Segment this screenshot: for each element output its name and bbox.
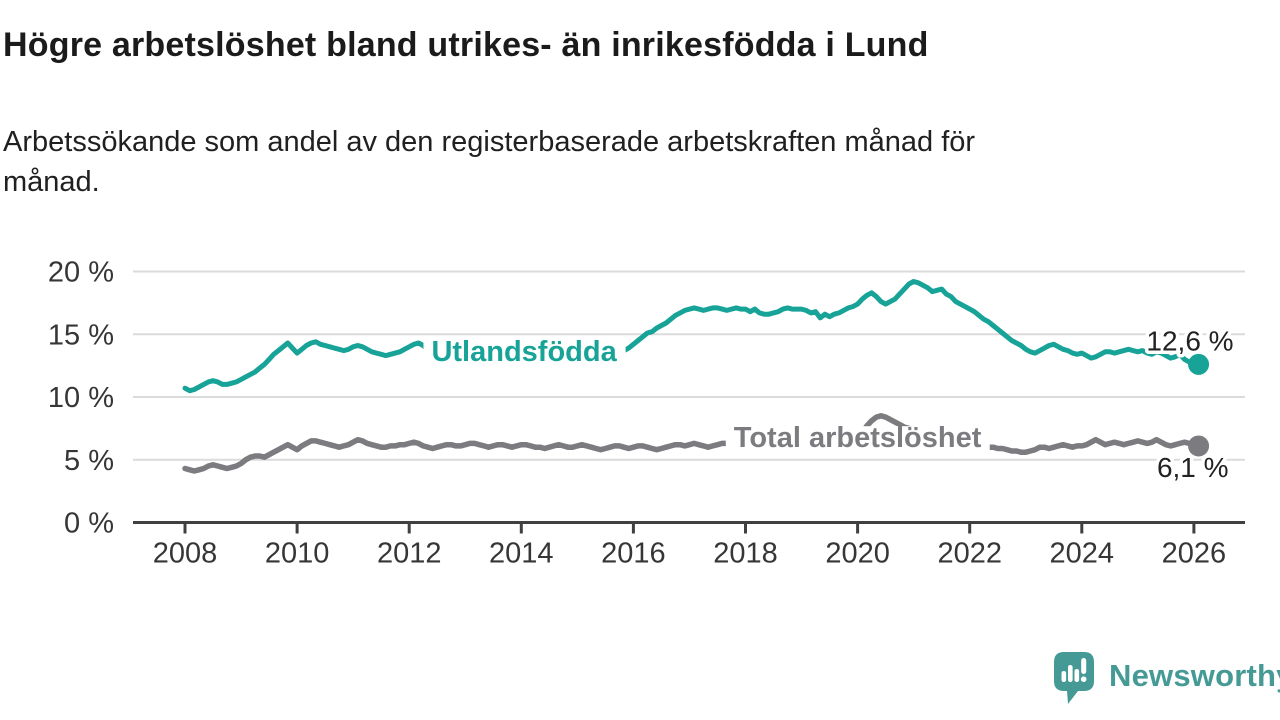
series-line-total xyxy=(182,413,1202,474)
x-axis-tick-label: 2024 xyxy=(1050,538,1115,570)
newsworthy-bubble-icon xyxy=(1054,651,1094,704)
x-axis-tick-label: 2016 xyxy=(601,538,666,570)
page-subtitle: Arbetssökande som andel av den registerb… xyxy=(3,122,1223,202)
x-axis-tick-label: 2022 xyxy=(937,538,1002,570)
newsworthy-logo-text: Newsworthy xyxy=(1109,658,1280,693)
series-label-total: Total arbetslöshet xyxy=(734,422,982,454)
y-axis-tick-label: 5 % xyxy=(64,445,114,477)
newsworthy-logo: Newsworthy xyxy=(1054,650,1280,706)
x-axis-tick-label: 2018 xyxy=(713,538,778,570)
end-value-label-total: 6,1 % xyxy=(1157,452,1229,483)
bar-chart-bar-1 xyxy=(1061,670,1067,682)
series-label-utlandsfodda: Utlandsfödda xyxy=(431,336,617,368)
series-label-halo xyxy=(423,340,626,367)
page-subtitle-line-2: månad. xyxy=(3,166,100,198)
x-axis-tick-label: 2020 xyxy=(825,538,890,570)
y-axis-tick-label: 20 % xyxy=(48,257,114,289)
exclamation-bar xyxy=(1081,657,1087,674)
end-dot-utlandsfodda xyxy=(1188,353,1210,375)
end-dot-total xyxy=(1188,435,1210,457)
x-axis-tick-label: 2026 xyxy=(1162,538,1227,570)
y-axis-tick-label: 0 % xyxy=(64,508,114,540)
page-subtitle-line-1: Arbetssökande som andel av den registerb… xyxy=(3,126,976,158)
x-axis-tick-label: 2014 xyxy=(489,538,554,570)
bar-chart-bar-3 xyxy=(1074,668,1080,682)
speech-bubble-shape xyxy=(1054,651,1094,704)
x-axis-tick-label: 2010 xyxy=(265,538,330,570)
x-axis-tick-label: 2012 xyxy=(377,538,442,570)
x-axis-tick-label: 2008 xyxy=(153,538,218,570)
y-axis-tick-label: 10 % xyxy=(48,382,114,414)
series-label-halo xyxy=(725,426,990,453)
exclamation-dot xyxy=(1080,675,1087,682)
y-axis-tick-label: 15 % xyxy=(48,319,114,351)
bar-chart-bar-2 xyxy=(1068,664,1073,682)
series-line-utlandsfodda xyxy=(182,279,1202,394)
end-value-label-utlandsfodda: 12,6 % xyxy=(1146,325,1233,356)
page-title: Högre arbetslöshet bland utrikes- än inr… xyxy=(3,26,929,64)
